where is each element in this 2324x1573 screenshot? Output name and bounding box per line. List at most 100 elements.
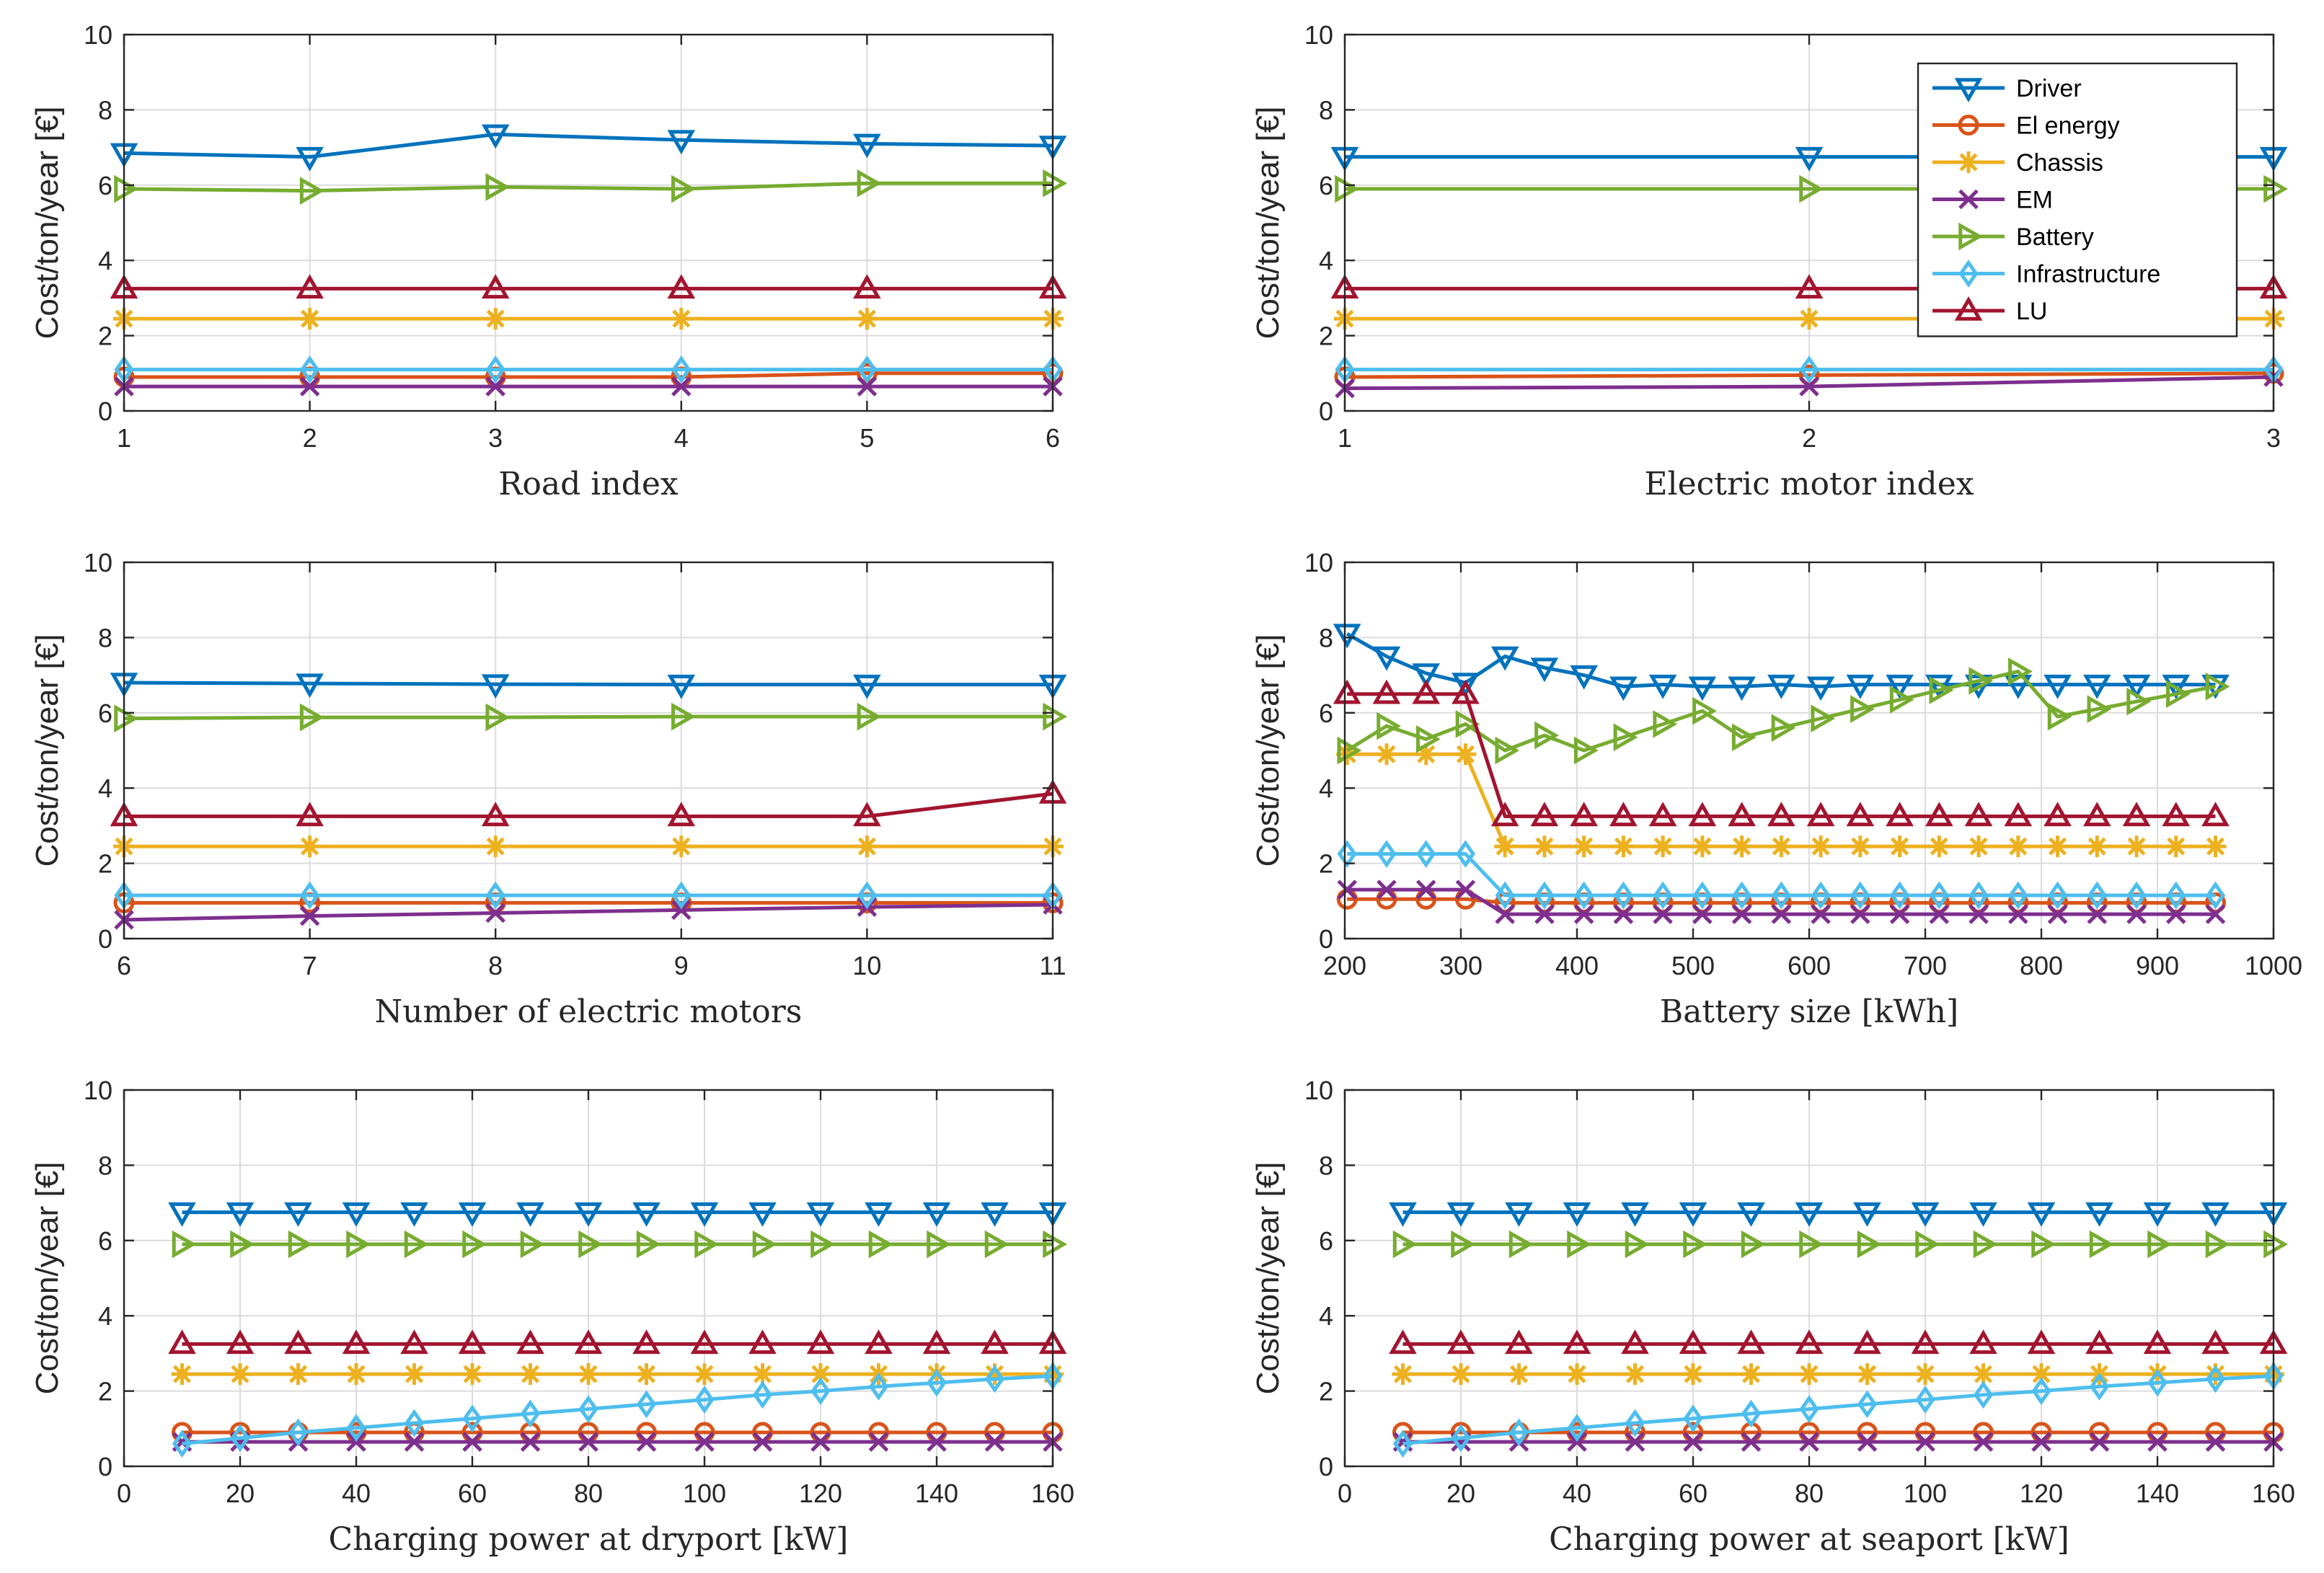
x-tick-label: 120 <box>799 1479 842 1508</box>
x-tick-label: 400 <box>1555 951 1599 980</box>
y-tick-label: 10 <box>1304 1076 1333 1105</box>
data-point <box>981 1202 1009 1227</box>
y-tick-label: 4 <box>1319 1301 1333 1331</box>
data-point <box>2085 1202 2113 1227</box>
x-axis-label: Charging power at seaport [kW] <box>1549 1521 2069 1558</box>
data-point <box>1372 646 1401 671</box>
y-tick-label: 2 <box>98 849 112 879</box>
data-point <box>1728 802 1756 827</box>
data-point <box>1915 1386 1935 1414</box>
data-point <box>1495 736 1520 765</box>
data-point <box>2122 802 2151 827</box>
data-point <box>694 1363 715 1386</box>
data-point <box>400 1329 428 1355</box>
data-point <box>1377 879 1397 900</box>
data-point <box>2087 881 2107 910</box>
y-tick-label: 0 <box>1319 924 1333 954</box>
x-tick-label: 6 <box>117 951 131 980</box>
data-point <box>1929 904 1950 924</box>
data-point <box>2126 904 2147 924</box>
y-tick-label: 4 <box>1319 774 1333 803</box>
data-point <box>1389 1329 1417 1355</box>
data-point <box>2201 1329 2230 1355</box>
data-point <box>1573 836 1595 858</box>
series-lu <box>168 1329 1067 1355</box>
data-point <box>1621 1202 1649 1227</box>
data-point <box>1573 904 1594 924</box>
data-point <box>2087 695 2112 723</box>
data-point <box>485 836 507 858</box>
y-tick-label: 4 <box>1319 246 1333 275</box>
data-point <box>1853 1329 1881 1355</box>
series-battery <box>114 169 1068 205</box>
data-point <box>2089 1432 2110 1452</box>
y-tick-label: 10 <box>84 548 112 577</box>
data-point <box>2263 1230 2289 1259</box>
data-point <box>1890 881 1910 910</box>
axes-frame <box>123 561 1054 940</box>
data-point <box>342 1329 371 1355</box>
data-point <box>287 1363 309 1386</box>
data-point <box>1973 1381 1994 1409</box>
y-tick-label: 2 <box>98 322 112 351</box>
data-point <box>671 881 692 910</box>
data-point <box>1625 1432 1645 1452</box>
data-point <box>636 1230 661 1259</box>
data-point <box>667 274 696 299</box>
data-point <box>1495 904 1515 924</box>
data-point <box>1767 674 1795 699</box>
data-point <box>1973 1230 1998 1259</box>
data-point <box>1534 721 1559 750</box>
data-point <box>346 1414 366 1443</box>
series-lu <box>110 779 1067 827</box>
data-point <box>1688 802 1717 827</box>
x-tick-label: 80 <box>574 1479 603 1508</box>
x-tick-label: 6 <box>1046 423 1060 453</box>
y-axis-label: Cost/ton/year [€] <box>30 634 65 867</box>
data-point <box>868 1230 893 1259</box>
data-point <box>299 703 324 732</box>
data-point <box>2143 1329 2172 1355</box>
data-point <box>1567 1230 1592 1259</box>
series-line <box>1402 1374 2274 1446</box>
data-point <box>1679 1202 1707 1227</box>
data-point <box>1737 1202 1765 1227</box>
data-point <box>636 1432 657 1452</box>
y-tick-label: 0 <box>98 924 112 954</box>
data-point <box>300 355 320 384</box>
data-point <box>667 674 696 699</box>
data-point <box>1508 1363 1530 1386</box>
data-point <box>1846 802 1875 827</box>
data-point <box>2047 702 2072 731</box>
data-point <box>984 1363 1006 1386</box>
legend-entry: EM <box>1932 187 2053 214</box>
data-point <box>1451 1230 1476 1259</box>
data-point <box>462 1432 482 1452</box>
data-point <box>296 802 324 827</box>
data-point <box>1850 695 1875 723</box>
data-point <box>1530 657 1559 683</box>
data-point <box>458 1329 487 1355</box>
series-battery <box>1392 1230 2289 1259</box>
x-tick-label: 40 <box>342 1479 371 1508</box>
data-point <box>2044 802 2072 827</box>
data-point <box>1846 674 1875 699</box>
x-axis-label: Battery size [kWh] <box>1660 993 1958 1030</box>
data-point <box>1455 879 1476 900</box>
x-tick-label: 20 <box>1446 1479 1475 1508</box>
plot-area <box>124 562 1053 939</box>
series-battery <box>1337 657 2230 765</box>
data-point <box>1495 881 1515 910</box>
series-line <box>1346 669 2216 753</box>
series-line <box>124 371 1053 379</box>
y-tick-label: 6 <box>98 1226 112 1256</box>
y-tick-label: 8 <box>98 1151 112 1180</box>
data-point <box>1728 676 1756 701</box>
data-point <box>1446 1329 1475 1355</box>
series-infrastructure <box>1392 1362 2284 1458</box>
data-point <box>520 1432 541 1452</box>
data-point <box>694 1386 715 1414</box>
data-point <box>1688 676 1717 701</box>
legend-entry: Driver <box>1932 75 2082 103</box>
data-point <box>1566 1363 1588 1386</box>
